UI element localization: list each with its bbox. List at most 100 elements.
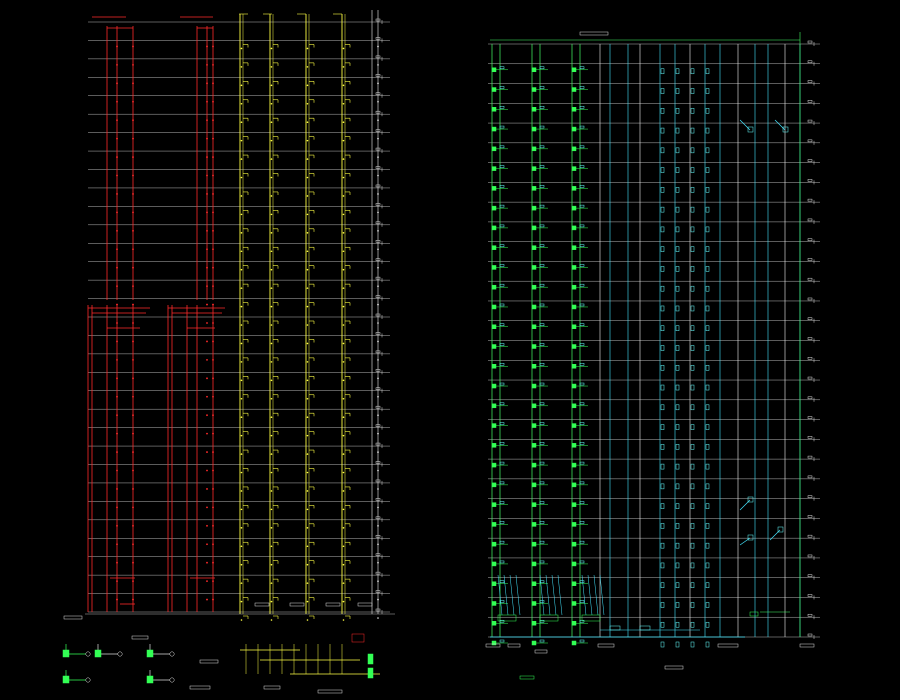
floor-drain-icon: [690, 503, 695, 509]
base-detail-pipe: [593, 574, 599, 616]
detail-title: [199, 659, 219, 664]
floor-drain-icon: [660, 285, 665, 292]
floor-drain-icon: [705, 582, 710, 588]
fire-valve-marker: [206, 580, 208, 583]
fire-valve-marker: [116, 100, 118, 103]
cleanout-marker: [342, 158, 345, 160]
elevation-label: [807, 515, 813, 518]
elevation-label: [807, 297, 813, 301]
cleanout-marker: [270, 158, 273, 160]
floor-drain-icon: [675, 444, 680, 450]
fixture-valve: [531, 403, 537, 409]
meter-icon: [539, 244, 545, 247]
base-detail-pipe: [557, 574, 563, 616]
floor-drain-icon: [705, 285, 710, 292]
meter-icon: [579, 204, 585, 208]
fire-valve-marker: [132, 266, 134, 269]
cleanout-marker: [306, 342, 309, 345]
floor-drain-icon: [690, 167, 695, 173]
cleanout-marker: [306, 268, 309, 271]
fixture-valve: [491, 324, 497, 329]
meter-icon: [579, 264, 585, 267]
cleanout-marker: [306, 416, 309, 418]
meter-icon: [579, 244, 585, 247]
cleanout-marker: [342, 195, 345, 197]
floor-drain-icon: [690, 483, 695, 490]
cleanout-marker: [270, 379, 273, 382]
meter-icon: [579, 125, 585, 129]
fixture-valve: [531, 205, 537, 211]
fixture-valve: [531, 225, 537, 231]
fire-valve-marker: [116, 45, 118, 48]
base-note: [63, 615, 83, 620]
floor-drain-icon: [675, 404, 680, 411]
meter-icon: [579, 323, 585, 326]
fire-valve-marker: [212, 156, 214, 158]
floor-drain-icon: [660, 206, 665, 213]
meter-icon: [539, 363, 545, 366]
cleanout-marker: [240, 102, 243, 105]
fire-valve-marker: [116, 488, 118, 490]
cleanout-marker: [342, 434, 345, 437]
floor-drain-icon: [690, 266, 695, 272]
valve-icon: [747, 126, 754, 133]
floor-drain-icon: [675, 542, 680, 549]
pump-icon: [85, 651, 91, 657]
cleanout-marker: [270, 195, 273, 197]
fire-valve-marker: [132, 322, 134, 324]
floor-drain-icon: [660, 424, 665, 430]
floor-drain-icon: [705, 542, 710, 549]
meter-icon: [499, 323, 505, 326]
fixture-valve: [531, 126, 537, 132]
meter-icon: [579, 402, 585, 406]
meter-icon: [579, 481, 585, 485]
floor-drain-icon: [705, 384, 710, 391]
meter-icon: [499, 86, 505, 89]
floor-drain-icon: [690, 246, 695, 252]
fixture-valve: [531, 462, 537, 468]
fixture-valve: [531, 541, 537, 547]
meter-icon: [539, 145, 545, 149]
cleanout-marker: [270, 47, 273, 50]
base-note: [507, 643, 521, 648]
fire-valve-marker: [212, 303, 214, 306]
fire-valve-marker: [116, 506, 118, 509]
fixture-valve: [531, 344, 537, 349]
fixture-valve: [571, 225, 577, 231]
elevation-label: [807, 100, 813, 103]
cleanout-marker: [270, 434, 273, 437]
fixture-valve: [571, 87, 577, 92]
riser-marker: [377, 45, 379, 48]
fixture-valve: [491, 561, 497, 567]
floor-drain-icon: [675, 226, 680, 233]
cleanout-marker: [240, 361, 243, 363]
cleanout-marker: [270, 287, 273, 289]
elevation-label: [807, 60, 813, 64]
floor-drain-icon: [690, 325, 695, 331]
fixture-valve: [531, 146, 537, 152]
fire-valve-marker: [212, 340, 214, 343]
riser-marker: [377, 266, 379, 269]
cleanout-marker: [270, 268, 273, 271]
cleanout-marker: [270, 305, 273, 308]
fire-valve-marker: [206, 229, 208, 232]
floor-drain-icon: [660, 602, 665, 608]
meter-icon: [579, 303, 585, 307]
fire-valve-marker: [116, 524, 118, 527]
fire-valve-marker: [206, 432, 208, 435]
meter-icon: [539, 106, 545, 109]
cleanout-marker: [240, 139, 243, 142]
fixture-valve: [571, 423, 577, 428]
cleanout-marker: [240, 434, 243, 437]
floor-drain-icon: [690, 523, 695, 529]
fire-valve-marker: [132, 377, 134, 380]
fixture-valve: [571, 502, 577, 507]
meter-icon: [539, 402, 545, 406]
fire-valve-marker: [206, 561, 208, 564]
floor-drain-icon: [705, 68, 710, 75]
base-detail-pipe: [581, 574, 587, 616]
fixture-valve: [531, 107, 537, 112]
riser-marker: [377, 598, 379, 601]
fire-valve-marker: [206, 524, 208, 527]
fixture-valve: [491, 107, 497, 112]
